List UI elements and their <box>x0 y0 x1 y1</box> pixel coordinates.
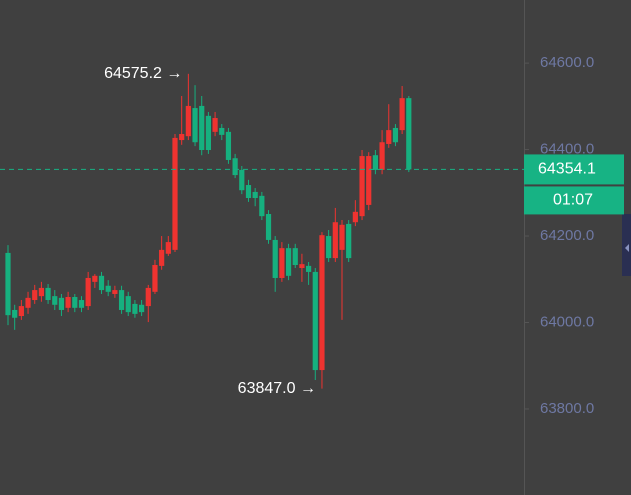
candle-body <box>292 248 298 266</box>
candle-body <box>112 290 118 294</box>
candle-body <box>172 137 178 250</box>
y-tick-label: 63800.0 <box>540 400 594 417</box>
candle-body <box>98 275 105 291</box>
candle-body <box>18 306 24 317</box>
candle-body <box>12 309 18 318</box>
y-tick-label: 64200.0 <box>540 227 594 244</box>
last-price-box <box>524 154 624 185</box>
extreme-annotation: 64575.2 → <box>104 65 182 82</box>
candle-body <box>319 235 325 371</box>
candle-body <box>118 290 125 310</box>
candle-body <box>85 277 91 307</box>
candle-body <box>306 265 312 272</box>
candle-body <box>386 130 392 144</box>
candle-body <box>25 297 31 308</box>
candle-body <box>326 236 332 259</box>
candle-body <box>366 156 372 205</box>
candle-body <box>45 287 51 301</box>
candle-body <box>406 98 412 170</box>
extreme-annotation: 63847.0 → <box>238 380 316 397</box>
candle-body <box>32 290 38 301</box>
candle-body <box>205 115 211 151</box>
candle-body <box>332 222 338 259</box>
candle-body <box>392 127 399 143</box>
candle-body <box>5 252 11 316</box>
candle-body <box>199 105 205 151</box>
candle-body <box>312 271 318 371</box>
candle-body <box>232 158 238 176</box>
candle-body <box>372 155 378 170</box>
side-tab-arrow <box>625 244 629 252</box>
candle-body <box>219 127 225 135</box>
candle-body <box>339 224 345 250</box>
candle-body <box>159 249 165 266</box>
candle-body <box>379 142 385 170</box>
y-tick-label: 64400.0 <box>540 141 594 158</box>
y-tick-label: 64000.0 <box>540 313 594 330</box>
candle-body <box>245 185 252 198</box>
candle-body <box>145 287 151 307</box>
candle-body <box>272 239 278 278</box>
candle-body <box>252 191 258 198</box>
candle-body <box>179 134 185 141</box>
candle-body <box>92 275 98 282</box>
last-price-label: 64354.1 <box>538 161 596 178</box>
countdown-box <box>524 186 624 215</box>
candle-body <box>212 118 218 132</box>
candle-body <box>259 195 265 217</box>
candle-body <box>359 156 365 217</box>
y-tick-label: 64600.0 <box>540 54 594 71</box>
candle-body <box>399 98 405 131</box>
candle-body <box>65 297 71 308</box>
candle-body <box>139 304 145 313</box>
candle-body <box>346 223 352 259</box>
candle-body <box>132 303 138 314</box>
candle-body <box>192 108 198 143</box>
candle-body <box>265 213 272 240</box>
candle-body <box>125 296 131 313</box>
candle-body <box>165 242 171 254</box>
side-tab[interactable] <box>622 214 631 276</box>
candle-body <box>285 248 292 276</box>
candle-body <box>279 248 285 278</box>
candle-body <box>58 297 65 310</box>
candle-body <box>152 265 158 292</box>
candle-body <box>299 264 305 269</box>
candle-body <box>52 296 58 305</box>
candle-body <box>38 287 44 297</box>
candle-body <box>105 285 111 292</box>
countdown-label: 01:07 <box>553 192 593 209</box>
candle-body <box>225 131 232 160</box>
candle-body <box>72 297 78 308</box>
candle-body <box>78 300 85 308</box>
candle-body <box>352 211 358 223</box>
candle-body <box>185 105 191 137</box>
candle-body <box>239 169 245 191</box>
